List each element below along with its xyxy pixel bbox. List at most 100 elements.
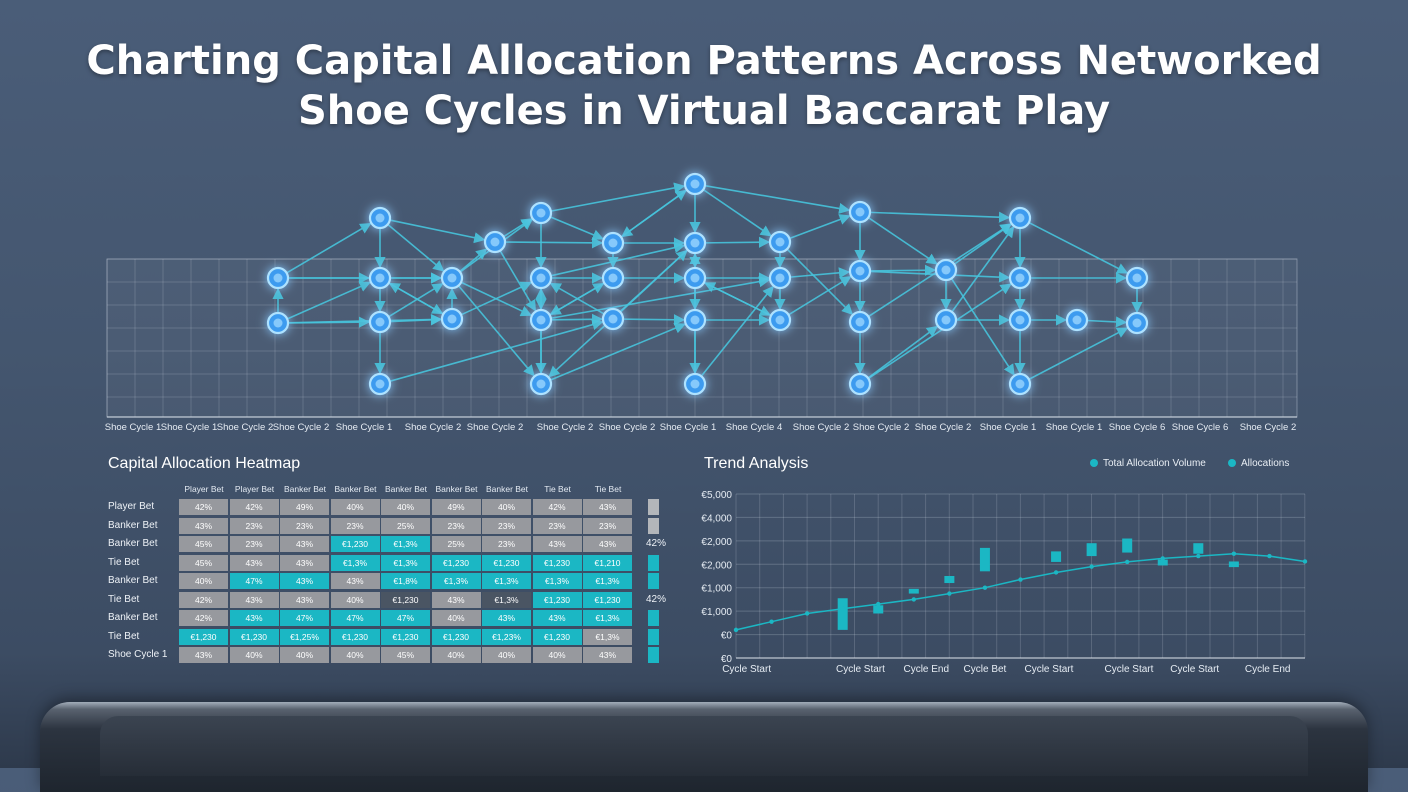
heatmap-row-label: Tie Bet <box>108 630 140 642</box>
network-node <box>768 230 792 254</box>
heatmap-row-indicator <box>648 647 659 663</box>
heatmap-cell: €1,230 <box>532 554 582 571</box>
heatmap-cell: 45% <box>179 536 228 552</box>
heatmap-cell: €1,3% <box>583 628 632 645</box>
heatmap-cell: 40% <box>431 647 481 663</box>
network-x-tick-label: Shoe Cycle 2 <box>537 422 594 433</box>
network-x-tick-label: Shoe Cycle 4 <box>726 422 783 433</box>
network-node <box>1008 206 1032 230</box>
network-edge <box>869 264 937 276</box>
heatmap-cell: 47% <box>229 573 279 589</box>
network-node <box>601 231 625 255</box>
heatmap-cell: 43% <box>280 573 329 589</box>
heatmap-cell: 42% <box>229 499 279 515</box>
trend-y-tick-label: €0 <box>721 654 733 665</box>
heatmap-row-indicator <box>648 499 659 515</box>
allocation-bar <box>1051 551 1062 562</box>
trend-x-tick-label: Cycle End <box>903 664 949 675</box>
heatmap-column-header: Banker Bet <box>334 484 377 494</box>
trend-point <box>769 619 774 624</box>
network-edge <box>389 319 604 383</box>
network-x-tick-label: Shoe Cycle 1 <box>105 422 162 433</box>
allocations-series <box>837 538 1239 630</box>
trend-point <box>947 591 952 596</box>
trend-x-tick-label: Cycle Start <box>1105 664 1154 675</box>
network-x-tick-label: Shoe Cycle 1 <box>980 422 1037 433</box>
network-edge <box>549 216 604 241</box>
network-edges <box>272 182 1143 383</box>
heatmap-cell: €1,230 <box>482 554 531 571</box>
heatmap-cell: €1,230 <box>431 628 481 645</box>
trend-point <box>911 597 917 602</box>
network-edge <box>951 225 1015 313</box>
network-edge <box>550 313 604 325</box>
heatmap-cell: €1,25% <box>280 628 329 645</box>
heatmap-cell: 40% <box>381 499 430 515</box>
heatmap-cell: €1,3% <box>583 573 632 589</box>
legend-label: Allocations <box>1241 458 1290 469</box>
network-node <box>848 259 872 283</box>
trend-point <box>982 585 988 590</box>
network-node <box>368 266 392 290</box>
heatmap-title: Capital Allocation Heatmap <box>108 455 301 472</box>
network-edge <box>867 325 939 379</box>
allocation-bar <box>837 598 848 630</box>
network-edge <box>457 285 535 377</box>
heatmap-cell: 43% <box>280 554 329 571</box>
network-node <box>483 230 507 254</box>
heatmap-cell: 23% <box>280 517 329 534</box>
trend-x-tick-label: Cycle Start <box>1170 664 1219 675</box>
heatmap-cell: 40% <box>482 499 531 515</box>
trend-grid <box>735 493 1306 659</box>
network-x-tick-label: Shoe Cycle 2 <box>1240 422 1297 433</box>
heatmap-cell: €1,230 <box>229 628 279 645</box>
heatmap-cell: 40% <box>330 591 380 608</box>
network-edge <box>550 276 771 320</box>
trend-y-tick-label: €1,000 <box>701 584 732 595</box>
network-x-tick-label: Shoe Cycle 2 <box>273 422 330 433</box>
network-edge <box>549 322 686 381</box>
trend-y-tick-label: €0 <box>721 631 733 642</box>
allocation-bar <box>1193 543 1204 554</box>
network-node <box>683 266 707 290</box>
heatmap-cell: 43% <box>229 554 279 571</box>
allocation-bar <box>873 605 884 614</box>
heatmap-cell: 47% <box>280 610 329 626</box>
heatmap-cell: 40% <box>482 647 531 663</box>
heatmap-cell: €1,3% <box>482 591 531 608</box>
network-node <box>368 372 392 396</box>
network-node <box>1008 372 1032 396</box>
heatmap-cell: 42% <box>179 610 228 626</box>
network-x-tick-label: Shoe Cycle 1 <box>660 422 717 433</box>
network-node <box>1125 266 1149 290</box>
heatmap-row-indicator <box>648 554 659 571</box>
heatmap-cell: €1,230 <box>330 536 380 552</box>
network-edge <box>459 248 488 273</box>
trend-x-tick-label: Cycle Start <box>1024 664 1073 675</box>
heatmap-row-label: Shoe Cycle 1 <box>108 649 168 660</box>
network-edge <box>869 211 1011 223</box>
heatmap-cell: 49% <box>280 499 329 515</box>
network-node <box>529 266 553 290</box>
network-node <box>266 266 290 290</box>
laptop-keyboard-deck <box>100 716 1308 776</box>
network-x-tick-label: Shoe Cycle 1 <box>336 422 393 433</box>
legend-allocations: Allocations <box>1228 458 1289 469</box>
trend-point <box>804 611 810 616</box>
network-edge <box>1028 327 1129 381</box>
trend-point <box>1302 559 1308 564</box>
network-node <box>848 200 872 224</box>
heatmap-column-header: Banker Bet <box>485 484 529 494</box>
heatmap-cell: 40% <box>179 573 228 589</box>
heatmap-cell: 43% <box>532 610 582 626</box>
network-edge <box>789 214 851 240</box>
legend-dot-icon <box>1090 459 1098 467</box>
heatmap-row-label: Tie Bet <box>108 556 140 568</box>
heatmap-column-header: Player Bet <box>184 484 224 494</box>
network-node <box>529 308 553 332</box>
heatmap-cell: €1,3% <box>381 554 430 571</box>
network-x-tick-label: Shoe Cycle 2 <box>853 422 910 433</box>
network-edge <box>1086 316 1128 328</box>
heatmap-cell: €1,3% <box>583 610 632 626</box>
network-node <box>1008 266 1032 290</box>
